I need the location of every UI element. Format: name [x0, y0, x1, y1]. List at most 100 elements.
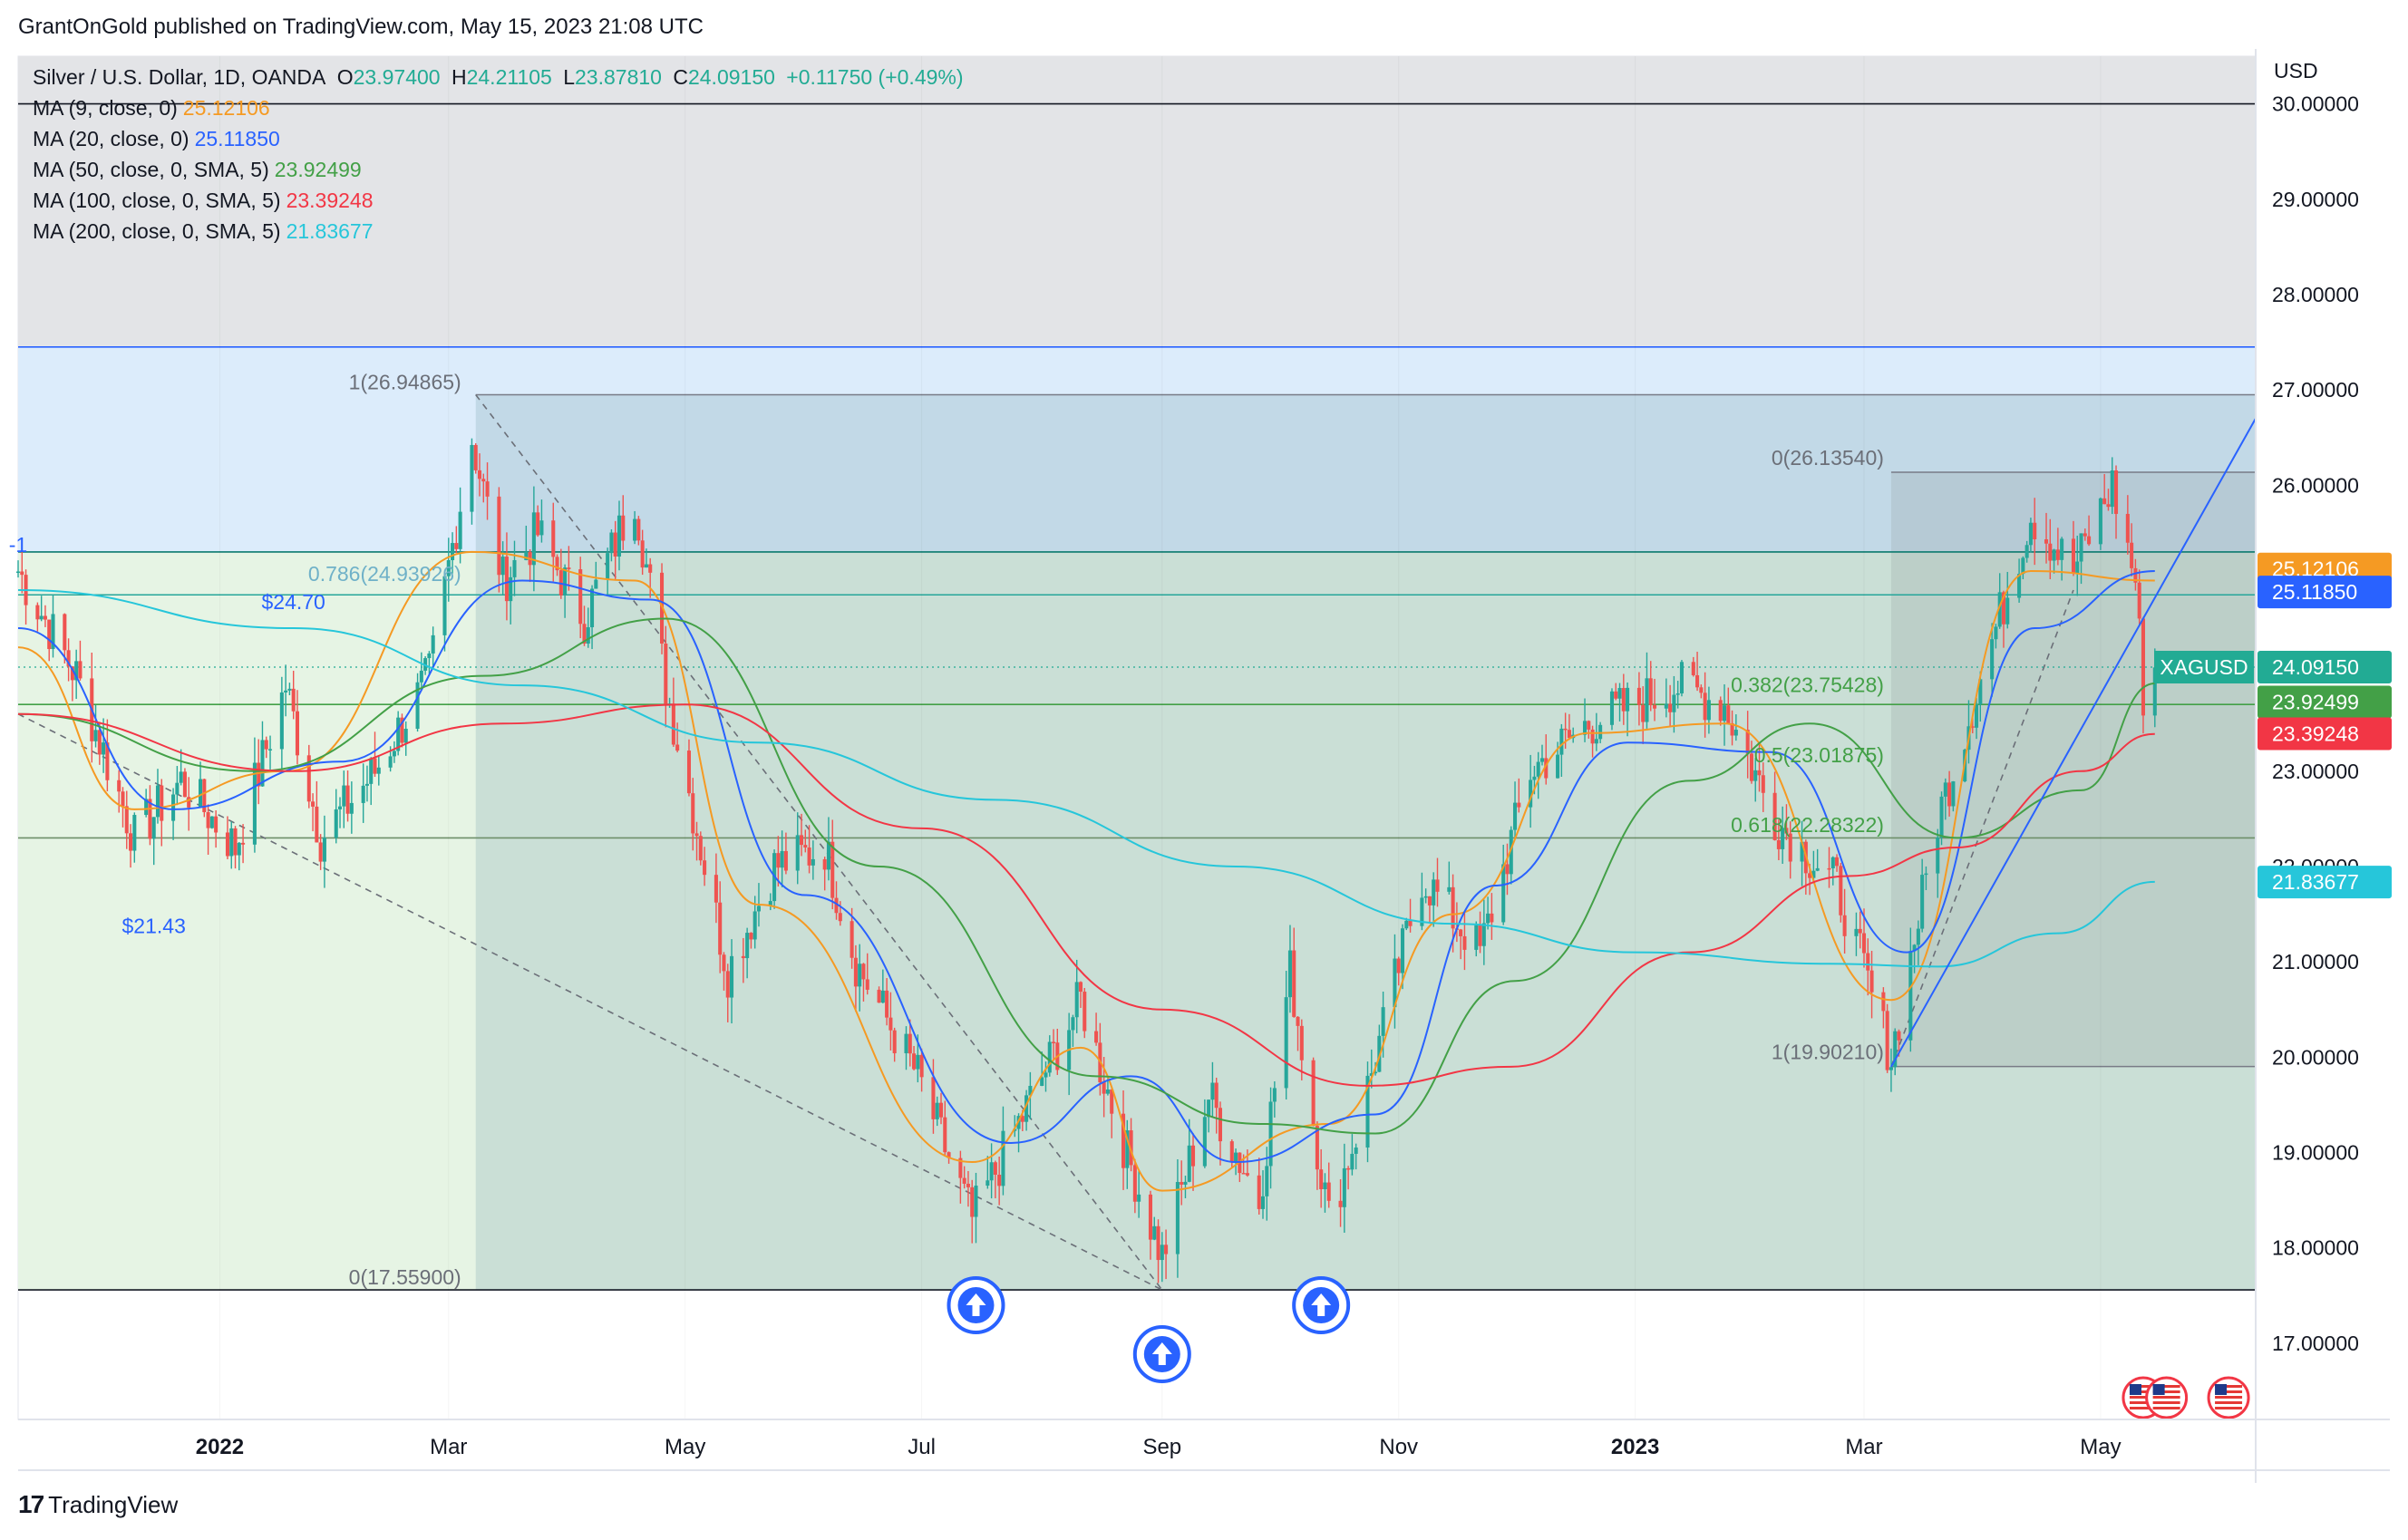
candle-body [206, 812, 210, 828]
candle-body [39, 615, 44, 620]
candle-body [1854, 928, 1859, 936]
candle-body [1815, 867, 1820, 871]
candle-body [807, 847, 811, 866]
candle-body [1951, 781, 1956, 807]
zone-grey [18, 56, 2256, 347]
candle-body [1001, 1130, 1005, 1186]
candle-body [451, 543, 455, 561]
candle-body [1621, 688, 1626, 712]
candle-body [1590, 729, 1595, 744]
candle-body [1451, 886, 1455, 929]
ma-100-label: MA (100, close, 0, SMA, 5) [33, 189, 281, 212]
price-tick-label: 21.00000 [2272, 950, 2359, 973]
candle-body [877, 989, 881, 1003]
candle-body [74, 661, 79, 681]
price-badge-label: 24.09150 [2272, 655, 2359, 679]
chart-legend: Silver / U.S. Dollar, 1D, OANDA O23.9740… [33, 62, 969, 247]
candle-body [1400, 928, 1405, 973]
candle-body [179, 771, 183, 783]
currency-label: USD [2274, 59, 2318, 82]
candle-body [916, 1054, 920, 1070]
candle-body [376, 767, 381, 774]
candle-body [850, 921, 854, 958]
candle-body [1598, 724, 1603, 740]
candle-body [2110, 470, 2114, 508]
candle-body [279, 692, 284, 750]
candle-body [1668, 703, 1673, 712]
candle-body [306, 755, 311, 802]
candle-body [1936, 838, 1940, 874]
candle-body [229, 828, 234, 857]
candle-body [2106, 504, 2111, 508]
ma-9-label: MA (9, close, 0) [33, 96, 178, 120]
candle-body [1501, 864, 1506, 923]
candle-body [1703, 693, 1707, 721]
candle-body [2055, 549, 2060, 560]
candle-body [1509, 829, 1513, 875]
candle-body [986, 1180, 990, 1186]
candle-body [1346, 1167, 1351, 1170]
fib-right-label-1: 0.382(23.75428) [1731, 673, 1884, 696]
candle-body [803, 845, 808, 847]
candle-body [78, 661, 83, 679]
candle-body [264, 740, 268, 750]
candle-body [1180, 1182, 1184, 1185]
candle-body [400, 717, 404, 743]
candle-body [1781, 828, 1785, 849]
candle-body [1757, 770, 1762, 776]
time-tick-label: Mar [1845, 1435, 1882, 1459]
ohlc-high-value: 24.21105 [466, 65, 552, 89]
fib-right-label-4: 1(19.90210) [1772, 1041, 1884, 1064]
candle-body [590, 588, 595, 628]
candle-body [993, 1162, 997, 1176]
candle-body [1645, 678, 1649, 722]
candle-body [958, 1157, 963, 1178]
candle-body [2017, 574, 2022, 598]
candle-body [470, 444, 474, 512]
candle-body [1811, 870, 1816, 878]
candle-body [931, 1077, 936, 1119]
candle-body [1218, 1108, 1222, 1142]
candle-body [1481, 923, 1486, 946]
candle-body [1567, 730, 1571, 739]
candle-body [1749, 753, 1753, 781]
candle-body [756, 906, 761, 912]
candle-body [686, 751, 692, 794]
ohlc-close-value: 24.09150 [687, 65, 775, 89]
candle-body [1190, 1145, 1196, 1167]
candle-body [1404, 920, 1409, 929]
candle-body [334, 809, 338, 838]
candle-body [1175, 1182, 1180, 1254]
candle-body [919, 1054, 924, 1078]
candle-body [2079, 533, 2083, 562]
candle-body [1912, 944, 1917, 952]
price-badge-bg [2258, 866, 2392, 899]
tradingview-footer[interactable]: 17 TradingView [18, 1490, 178, 1519]
candle-body [1423, 896, 1428, 898]
xagusd-tag-bg [2154, 651, 2254, 684]
candle-body [1722, 705, 1727, 722]
candle-body [1947, 782, 1952, 807]
price-tick-label: 26.00000 [2272, 473, 2359, 497]
candle-body [1559, 728, 1564, 755]
candle-body [745, 933, 750, 959]
candle-body [1652, 704, 1657, 709]
candle-body [551, 520, 556, 557]
candle-body [586, 627, 590, 644]
candle-body [524, 551, 529, 560]
candle-body [1636, 687, 1641, 705]
candle-body [1369, 1073, 1374, 1076]
candle-body [1272, 1088, 1277, 1102]
candle-body [284, 690, 288, 693]
candle-body [2052, 549, 2056, 561]
dashed-trend-1 [17, 712, 1163, 1291]
candle-body [1827, 867, 1831, 870]
price-badge-label: 23.92499 [2272, 691, 2359, 714]
candle-body [1617, 688, 1622, 699]
zone-blue [18, 346, 2256, 552]
price-badge-bg [2258, 717, 2392, 751]
candle-body [1319, 1169, 1324, 1190]
ohlc-low-value: 23.87810 [575, 65, 662, 89]
